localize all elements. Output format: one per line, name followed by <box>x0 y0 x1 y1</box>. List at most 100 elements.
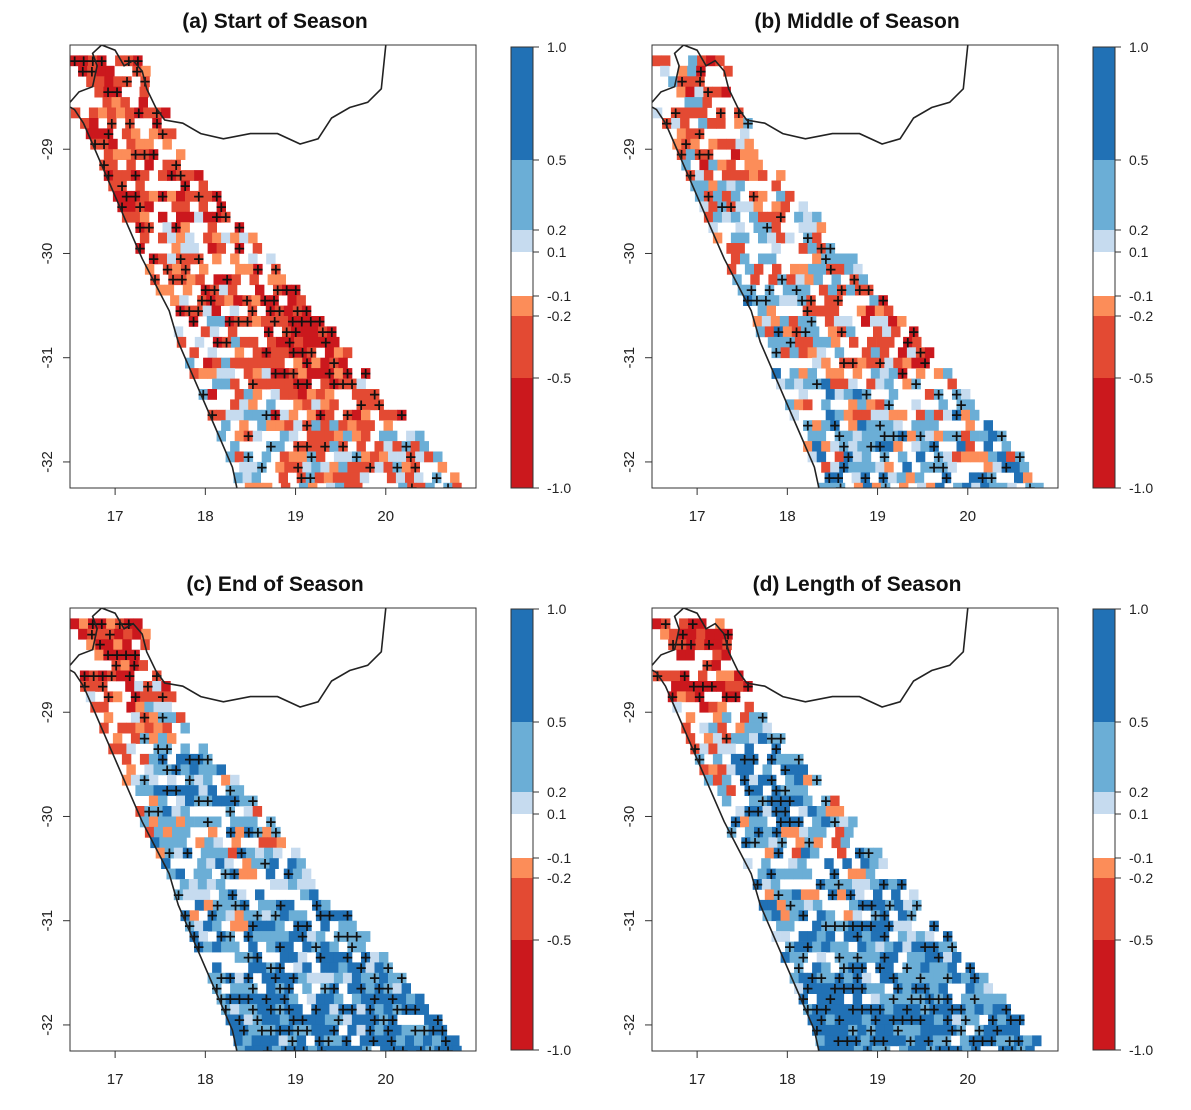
significance-mark: + <box>211 208 224 226</box>
grid-cell <box>893 420 903 431</box>
grid-cell <box>891 889 901 901</box>
grid-cell <box>971 1045 981 1051</box>
grid-cell <box>749 190 759 202</box>
grid-cell <box>189 347 199 359</box>
grid-cell <box>122 639 132 651</box>
grid-cell <box>915 451 926 463</box>
grid-cell <box>125 118 135 129</box>
grid-cell <box>148 253 159 265</box>
significance-mark: + <box>355 959 368 977</box>
grid-cell <box>740 774 750 786</box>
grid-cell <box>235 1045 246 1051</box>
grid-cell <box>797 858 807 869</box>
significance-mark: + <box>815 1011 828 1029</box>
grid-cell <box>194 211 204 223</box>
map-area: ++++++++++++++++++++++++++++++++++++++++… <box>652 608 1042 1051</box>
grid-cell <box>276 837 286 849</box>
grid-cell <box>194 795 204 807</box>
grid-cell <box>749 149 759 160</box>
grid-cell <box>243 430 254 442</box>
significance-mark: + <box>436 1021 449 1039</box>
grid-cell <box>379 993 389 1005</box>
significance-mark: + <box>77 52 90 70</box>
grid-cell <box>924 347 935 359</box>
grid-cell <box>873 847 883 859</box>
significance-mark: + <box>878 907 891 925</box>
grid-cell <box>370 389 380 400</box>
grid-cell <box>266 399 276 411</box>
grid-cell <box>104 76 114 88</box>
grid-cell <box>987 1035 997 1047</box>
grid-cell <box>977 472 988 484</box>
colorbar-frame <box>510 46 534 489</box>
grid-cell <box>293 962 303 974</box>
grid-cell <box>425 482 435 488</box>
grid-cell <box>312 336 322 348</box>
grid-cell <box>207 222 217 233</box>
significance-mark: + <box>842 448 855 466</box>
grid-cell <box>180 743 190 755</box>
significance-mark: + <box>919 354 932 372</box>
grid-cell <box>271 826 281 838</box>
grid-cell <box>139 232 150 244</box>
grid-cell <box>244 482 255 488</box>
colorbar-label: -0.5 <box>1129 370 1153 386</box>
grid-cell <box>785 899 796 911</box>
grid-cell <box>288 993 299 1005</box>
grid-cell <box>699 180 709 192</box>
significance-mark: + <box>716 198 729 216</box>
significance-mark: + <box>424 1042 437 1060</box>
grid-cell <box>835 1045 846 1051</box>
grid-cell <box>199 263 209 275</box>
grid-cell <box>171 159 181 171</box>
grid-cell <box>379 972 389 984</box>
grid-cell <box>206 316 217 327</box>
significance-mark: + <box>433 1042 446 1060</box>
significance-mark: + <box>887 427 900 445</box>
significance-mark: + <box>955 1001 968 1019</box>
grid-cell <box>433 1014 443 1026</box>
significance-mark: + <box>896 427 909 445</box>
significance-mark: + <box>314 948 327 966</box>
grid-cell <box>191 889 202 901</box>
grid-cell <box>716 107 726 119</box>
grid-cell <box>227 847 238 859</box>
panel-title: (c) End of Season <box>186 573 363 596</box>
grid-cell <box>209 847 220 859</box>
significance-mark: + <box>756 709 769 727</box>
grid-cell <box>837 284 847 296</box>
grid-cell <box>830 441 840 452</box>
grid-cell <box>687 65 697 77</box>
grid-cell <box>869 858 879 869</box>
significance-mark: + <box>274 938 287 956</box>
grid-cell <box>361 430 371 442</box>
grid-cell <box>189 764 199 776</box>
grid-cell <box>830 420 840 431</box>
grid-cell <box>338 920 348 932</box>
grid-cell <box>685 691 696 703</box>
grid-cell <box>879 451 890 463</box>
grid-cell <box>139 733 150 744</box>
grid-cell <box>857 461 867 473</box>
colorbar-label: 0.1 <box>547 244 567 260</box>
grid-cell <box>424 1014 434 1026</box>
significance-mark: + <box>269 907 282 925</box>
grid-cell <box>135 722 145 734</box>
grid-cell <box>933 451 944 463</box>
grid-cell <box>721 170 732 181</box>
grid-cell <box>153 785 163 796</box>
grid-cell <box>680 118 690 129</box>
grid-cell <box>148 795 159 807</box>
grid-cell <box>816 952 827 963</box>
grid-cell <box>662 118 672 129</box>
grid-cell <box>956 441 966 452</box>
grid-cell <box>432 1035 442 1047</box>
grid-cell <box>181 826 191 838</box>
grid-cell <box>344 1045 354 1051</box>
grid-cell <box>194 899 205 911</box>
grid-cell <box>162 701 172 713</box>
grid-cell <box>794 753 804 765</box>
grid-cell <box>758 170 768 181</box>
grid-cell <box>800 284 811 296</box>
grid-cell <box>150 274 160 286</box>
